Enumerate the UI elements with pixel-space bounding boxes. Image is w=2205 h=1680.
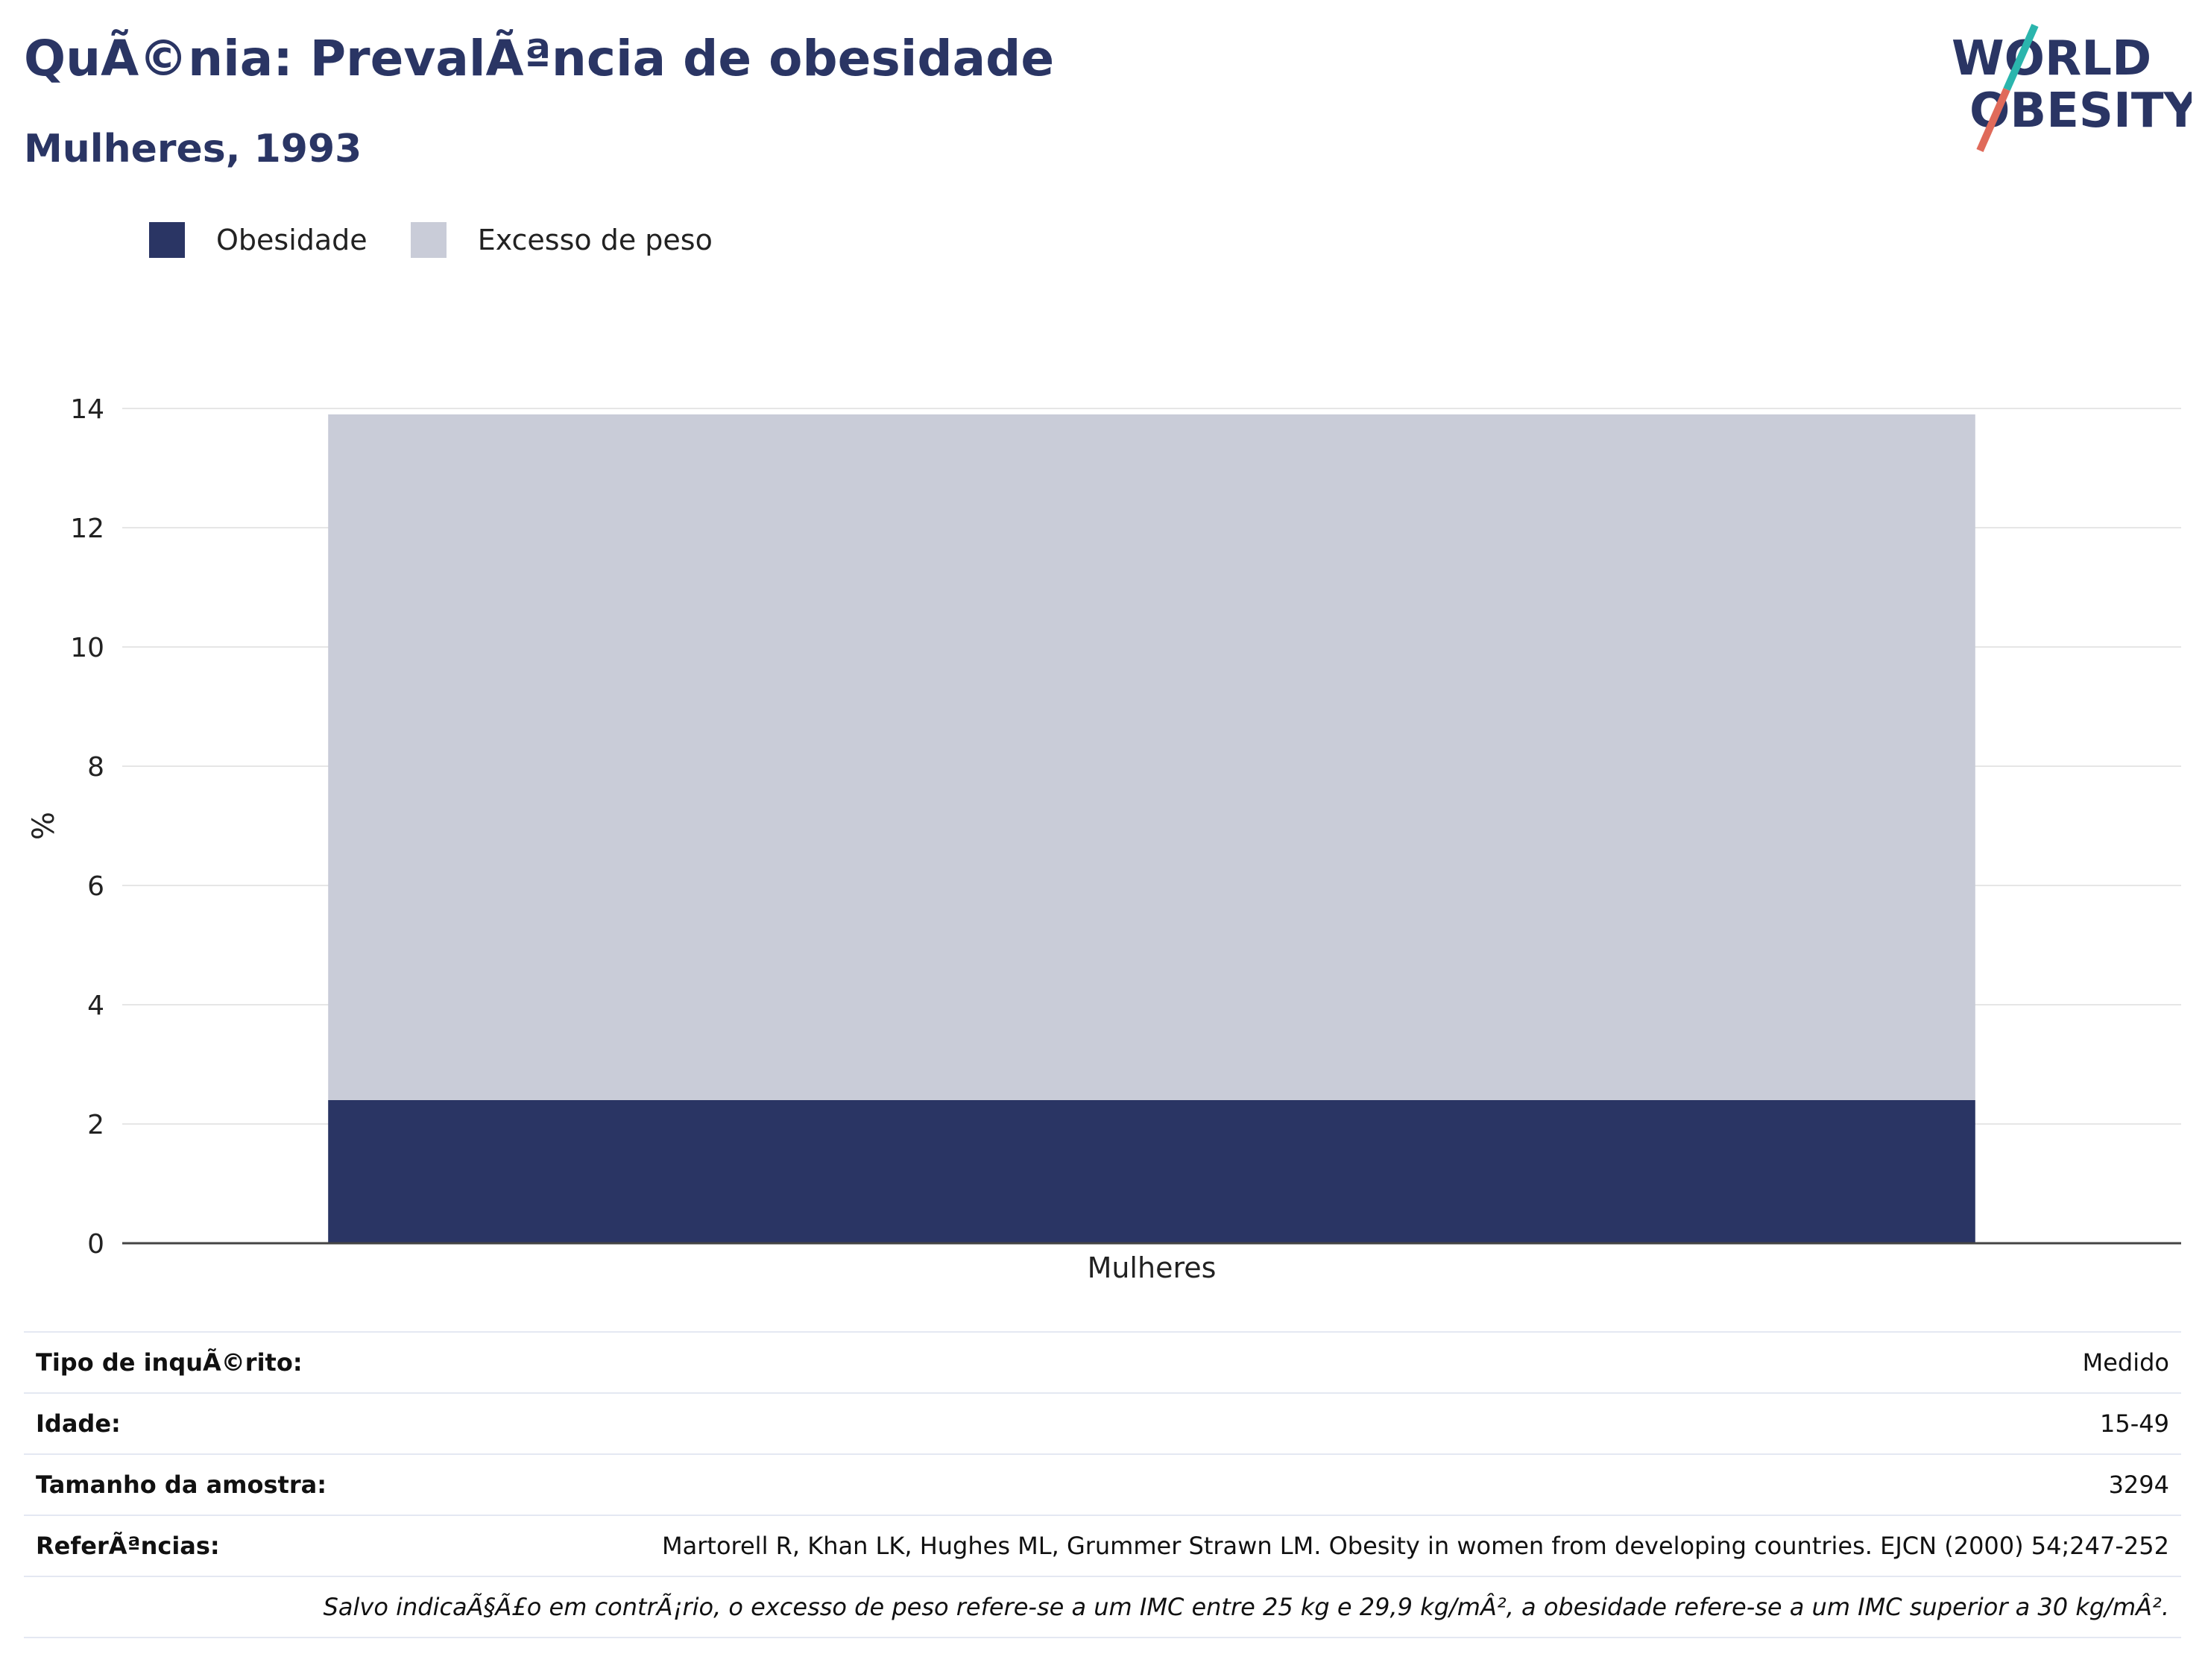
info-key-age: Idade: — [24, 1392, 392, 1454]
logo-slash-bottom — [1976, 87, 2010, 153]
y-tick-label: 10 — [70, 633, 104, 663]
chart-subtitle: Mulheres, 1993 — [24, 127, 362, 171]
info-key-survey-type: Tipo de inquÃ©rito: — [24, 1331, 392, 1393]
definition-note: Salvo indicaÃ§Ã£o em contrÃ¡rio, o exces… — [24, 1576, 2181, 1638]
logo-slash-top — [2003, 23, 2039, 92]
bar-obesidade — [328, 1100, 1975, 1243]
info-value-age: 15-49 — [391, 1392, 2181, 1454]
legend-item-excesso-de-peso[interactable]: Excesso de peso — [410, 222, 713, 258]
info-value-references: Martorell R, Khan LK, Hughes ML, Grummer… — [391, 1515, 2181, 1576]
bar-excesso-de-peso — [328, 414, 1975, 1100]
chart-plot: 0 2 4 6 8 10 12 14% Mulheres — [27, 394, 2181, 1284]
y-tick-label: 4 — [87, 991, 104, 1021]
legend-label-obesidade: Obesidade — [216, 224, 368, 256]
survey-info-table: Tipo de inquÃ©rito: Medido Idade: 15-49 … — [24, 1331, 2181, 1638]
chart-title: QuÃ©nia: PrevalÃªncia de obesidade — [24, 30, 1055, 87]
legend-swatch-obesidade — [149, 222, 185, 258]
table-row: ReferÃªncias: Martorell R, Khan LK, Hugh… — [24, 1515, 2181, 1576]
y-tick-label: 12 — [70, 514, 104, 544]
y-tick-label: 6 — [87, 871, 104, 902]
info-value-sample-size: 3294 — [391, 1453, 2181, 1515]
y-axis-label: % — [27, 812, 61, 840]
y-tick-label: 2 — [87, 1110, 104, 1140]
table-row: Salvo indicaÃ§Ã£o em contrÃ¡rio, o exces… — [24, 1576, 2181, 1638]
legend-item-obesidade[interactable]: Obesidade — [149, 222, 368, 258]
y-tick-label: 14 — [70, 394, 104, 425]
info-key-references: ReferÃªncias: — [24, 1515, 392, 1576]
table-row: Idade: 15-49 — [24, 1392, 2181, 1454]
table-row: Tamanho da amostra: 3294 — [24, 1453, 2181, 1515]
table-row: Tipo de inquÃ©rito: Medido — [24, 1331, 2181, 1393]
legend-swatch-excesso-de-peso — [410, 222, 447, 258]
y-tick-label: 0 — [87, 1229, 104, 1260]
world-obesity-logo: WORLD OBESITY — [1952, 23, 2192, 153]
y-tick-label: 8 — [87, 752, 104, 783]
logo-line1: WORLD — [1952, 31, 2151, 86]
info-key-sample-size: Tamanho da amostra: — [24, 1453, 392, 1515]
legend-label-excesso-de-peso: Excesso de peso — [477, 224, 713, 256]
chart-legend: Obesidade Excesso de peso — [149, 222, 756, 258]
info-value-survey-type: Medido — [391, 1331, 2181, 1393]
x-tick-label: Mulheres — [1088, 1251, 1217, 1284]
